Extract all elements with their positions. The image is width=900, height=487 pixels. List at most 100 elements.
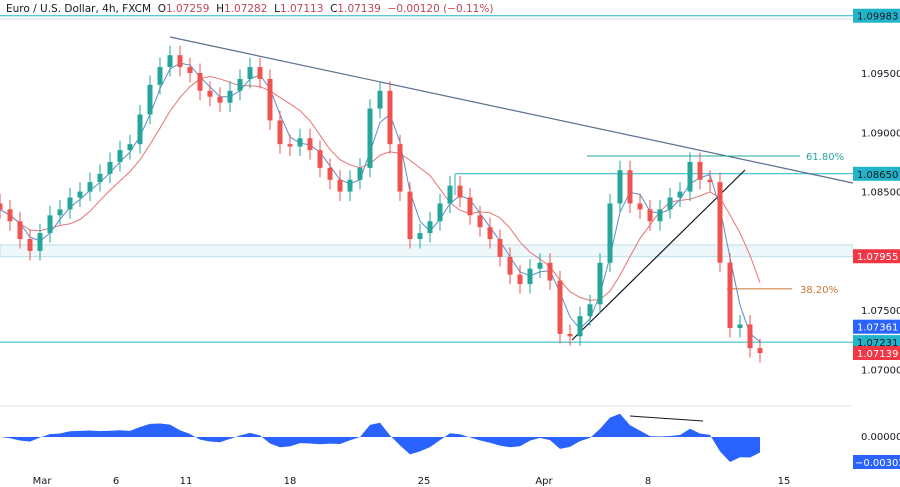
fib-label: 61.80% [806,152,844,163]
candle [437,203,443,222]
candle [687,161,693,192]
candle [307,138,313,151]
price-label-badge [853,8,900,23]
candle [407,191,413,240]
high-label: H [216,3,224,15]
candle [337,179,343,192]
candle [217,96,223,103]
candle [287,144,293,147]
open-label: O [157,3,166,15]
candle [297,138,303,147]
candle [497,239,503,257]
candle [707,179,713,183]
candle [197,73,203,91]
price-label-badge [853,319,900,334]
price-label: 1.07231 [857,338,898,349]
oscillator-value-badge [853,455,900,469]
x-tick-label: 8 [645,476,651,487]
oscillator-zero-label: 0.00000 [861,432,900,443]
price-label-badge [853,346,900,361]
x-tick-label: 25 [418,476,431,487]
symbol-header: Euro / U.S. Dollar, 4h, FXCM O1.07259 H1… [6,3,493,15]
candle [717,182,723,263]
candle [587,304,593,317]
x-tick-label: 11 [180,476,193,487]
y-tick-label: 1.08500 [861,188,900,199]
candle [567,333,573,337]
candle [357,167,363,180]
candle [117,150,123,162]
symbol-title: Euro / U.S. Dollar, 4h, FXCM [6,3,152,15]
candle [597,262,603,305]
candle [367,108,373,168]
x-tick-label: 6 [113,476,119,487]
x-tick-label: Apr [535,476,553,487]
candle [487,227,493,240]
price-label: 1.07139 [857,349,898,360]
candle [477,215,483,228]
candle [347,179,353,192]
price-label: 1.08650 [857,170,898,181]
y-tick-label: 1.09000 [861,128,900,139]
candle [327,167,333,180]
support-zone [0,244,854,258]
divergence-line [629,415,704,422]
candle [207,90,213,97]
close-label: C [330,3,338,15]
open-value: 1.07259 [165,3,210,15]
high-value: 1.07282 [224,3,268,15]
candle [697,161,703,180]
uptrend-line [571,169,746,341]
candle [467,197,473,216]
low-label: L [274,3,280,15]
candle [757,348,763,354]
candle [447,185,453,204]
low-value: 1.07113 [279,3,324,15]
candle [107,161,113,174]
price-label: 1.07955 [857,252,898,263]
candle [27,239,33,251]
price-label-badge [853,166,900,181]
candle [377,90,383,109]
y-tick-label: 1.07500 [861,306,900,317]
candle [177,55,183,68]
candle [87,182,93,192]
candle [397,144,403,192]
candle [527,268,533,285]
candle [547,262,553,281]
oscillator-value-label: −0.00302 [855,458,900,469]
candle [0,203,3,210]
ma-fast-line [0,62,761,343]
x-tick-label: Mar [33,476,53,487]
candle [627,170,633,204]
y-tick-label: 1.07000 [861,366,900,377]
ma-slow-line [0,75,761,301]
candle [127,144,133,151]
fib-label: 38.20% [800,285,838,296]
candle [277,120,283,145]
candle [17,221,23,240]
candle [7,209,13,222]
candle [257,67,263,79]
candle [47,215,53,234]
candle [247,67,253,79]
candle [57,209,63,216]
close-value: 1.07139 [337,3,381,15]
candle [667,197,673,210]
candle [657,209,663,222]
candle [97,173,103,183]
candle [227,90,233,103]
candle [167,55,173,68]
candle [457,185,463,198]
candle [747,324,753,349]
price-axis [853,0,900,487]
candle [157,67,163,85]
candle [737,324,743,328]
candle [537,262,543,269]
candle [417,233,423,240]
candle [637,203,643,210]
candle [147,84,153,115]
candle [267,78,273,121]
